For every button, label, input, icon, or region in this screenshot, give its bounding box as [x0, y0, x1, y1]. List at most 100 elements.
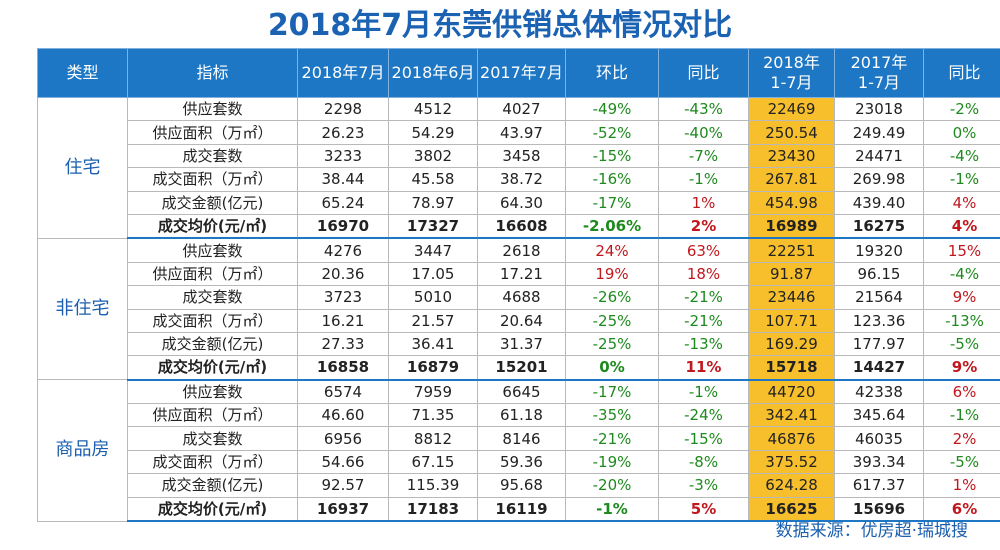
- indicator-cell: 成交均价(元/㎡): [127, 496, 298, 523]
- ytd-2018-cell: 44720: [748, 379, 835, 405]
- value-cell: 24471: [834, 143, 924, 169]
- column-header: 指标: [127, 48, 298, 98]
- value-cell: 21.57: [388, 308, 478, 333]
- value-cell: 6%: [923, 496, 1000, 523]
- value-cell: 16970: [297, 213, 389, 240]
- page-title: 2018年7月东莞供销总体情况对比: [267, 8, 733, 43]
- value-cell: 4027: [477, 96, 566, 122]
- indicator-cell: 供应面积（万㎡）: [127, 120, 298, 145]
- value-cell: 63%: [658, 237, 749, 263]
- value-cell: 2%: [923, 426, 1000, 451]
- data-table: 类型 指标 2018年7月 2018年6月 2017年7月 环比 同比 2018年 1-7月 20…: [37, 48, 1000, 523]
- value-cell: 3802: [388, 143, 478, 169]
- value-cell: 46035: [834, 426, 924, 451]
- value-cell: 31.37: [477, 331, 566, 357]
- value-cell: -13%: [658, 331, 749, 357]
- indicator-cell: 成交均价(元/㎡): [127, 355, 298, 381]
- column-header: 2017年 1-7月: [834, 48, 924, 98]
- indicator-cell: 成交面积（万㎡）: [127, 167, 298, 192]
- value-cell: -17%: [565, 190, 659, 215]
- value-cell: 95.68: [477, 473, 566, 498]
- ytd-2018-cell: 169.29: [748, 331, 835, 357]
- value-cell: 4%: [923, 213, 1000, 240]
- value-cell: 16879: [388, 355, 478, 381]
- ytd-2018-cell: 23430: [748, 143, 835, 169]
- value-cell: 27.33: [297, 331, 389, 357]
- value-cell: 1%: [923, 473, 1000, 498]
- table-row: 成交面积（万㎡） 54.66 67.15 59.36 -19% -8% 375.52 393.…: [38, 449, 1000, 475]
- value-cell: 54.66: [297, 449, 389, 475]
- column-header: 2018年 1-7月: [748, 48, 835, 98]
- value-cell: 16858: [297, 355, 389, 381]
- value-cell: 16275: [834, 213, 924, 240]
- value-cell: -16%: [565, 167, 659, 192]
- ytd-2018-cell: 250.54: [748, 120, 835, 145]
- table-row: 成交套数 3723 5010 4688 -26% -21% 23446 21564 9%: [38, 285, 1000, 310]
- column-header: 环比: [565, 48, 659, 98]
- ytd-2018-cell: 15718: [748, 355, 835, 381]
- table-row: 成交均价(元/㎡) 16970 17327 16608 -2.06% 2% 16989 162…: [38, 213, 1000, 240]
- value-cell: 249.49: [834, 120, 924, 145]
- value-cell: 269.98: [834, 167, 924, 192]
- value-cell: 42338: [834, 379, 924, 405]
- indicator-cell: 成交金额(亿元): [127, 190, 298, 215]
- value-cell: -3%: [658, 473, 749, 498]
- value-cell: -13%: [923, 308, 1000, 333]
- ytd-2018-cell: 267.81: [748, 167, 835, 192]
- value-cell: -24%: [658, 403, 749, 428]
- value-cell: -43%: [658, 96, 749, 122]
- table-row: 成交套数 6956 8812 8146 -21% -15% 46876 46035 2%: [38, 426, 1000, 451]
- table-row: 供应面积（万㎡） 26.23 54.29 43.97 -52% -40% 250.54 249…: [38, 120, 1000, 145]
- value-cell: 9%: [923, 355, 1000, 381]
- value-cell: -49%: [565, 96, 659, 122]
- ytd-2018-cell: 454.98: [748, 190, 835, 215]
- value-cell: 96.15: [834, 261, 924, 287]
- indicator-cell: 成交面积（万㎡）: [127, 308, 298, 333]
- value-cell: -26%: [565, 285, 659, 310]
- value-cell: 64.30: [477, 190, 566, 215]
- value-cell: 17.05: [388, 261, 478, 287]
- value-cell: 15%: [923, 237, 1000, 263]
- group-type-cell: 非住宅: [37, 237, 128, 381]
- value-cell: -25%: [565, 331, 659, 357]
- ytd-2018-cell: 342.41: [748, 403, 835, 428]
- value-cell: -5%: [923, 331, 1000, 357]
- value-cell: -17%: [565, 379, 659, 405]
- indicator-cell: 成交金额(亿元): [127, 331, 298, 357]
- table-row: 商品房 供应套数 6574 7959 6645 -17% -1% 44720 42338 6%: [37, 379, 1000, 522]
- value-cell: -52%: [565, 120, 659, 145]
- value-cell: 8812: [388, 426, 478, 451]
- column-header: 2018年6月: [388, 48, 478, 98]
- column-header: 2018年7月: [297, 48, 389, 98]
- value-cell: -1%: [923, 403, 1000, 428]
- ytd-2018-cell: 107.71: [748, 308, 835, 333]
- table-row: 成交金额(亿元) 65.24 78.97 64.30 -17% 1% 454.98 439.4…: [38, 190, 1000, 215]
- value-cell: 9%: [923, 285, 1000, 310]
- value-cell: 7959: [388, 379, 478, 405]
- value-cell: -2%: [923, 96, 1000, 122]
- value-cell: -1%: [658, 167, 749, 192]
- value-cell: 0%: [923, 120, 1000, 145]
- ytd-2018-cell: 16625: [748, 496, 835, 523]
- value-cell: 21564: [834, 285, 924, 310]
- column-header: 同比: [923, 48, 1000, 98]
- indicator-cell: 供应面积（万㎡）: [127, 403, 298, 428]
- value-cell: 17327: [388, 213, 478, 240]
- value-cell: 439.40: [834, 190, 924, 215]
- value-cell: -15%: [658, 426, 749, 451]
- value-cell: -35%: [565, 403, 659, 428]
- value-cell: -40%: [658, 120, 749, 145]
- value-cell: 4%: [923, 190, 1000, 215]
- value-cell: 54.29: [388, 120, 478, 145]
- column-header: 同比: [658, 48, 749, 98]
- value-cell: -21%: [658, 285, 749, 310]
- value-cell: 4276: [297, 237, 389, 263]
- value-cell: 11%: [658, 355, 749, 381]
- value-cell: 6956: [297, 426, 389, 451]
- table-row: 成交均价(元/㎡) 16937 17183 16119 -1% 5% 16625 15696 6…: [38, 496, 1000, 523]
- value-cell: 15201: [477, 355, 566, 381]
- value-cell: 3723: [297, 285, 389, 310]
- value-cell: -25%: [565, 308, 659, 333]
- ytd-2018-cell: 22251: [748, 237, 835, 263]
- value-cell: -8%: [658, 449, 749, 475]
